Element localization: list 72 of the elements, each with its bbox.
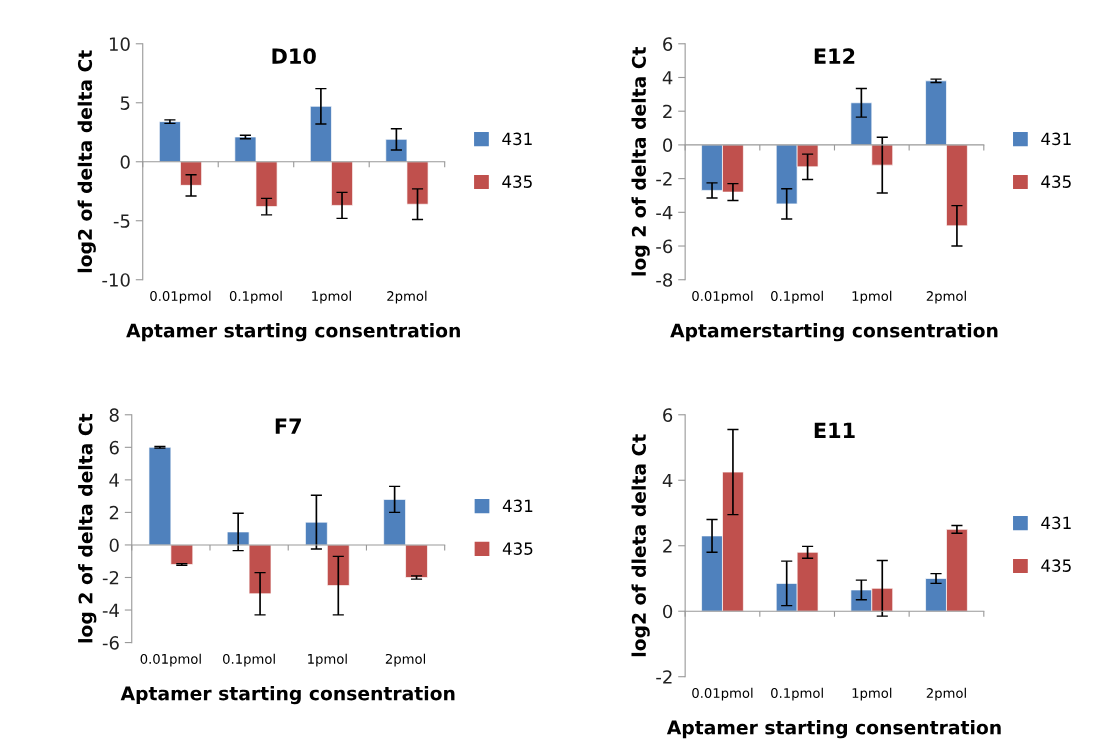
chart-title: E11 bbox=[814, 422, 855, 438]
bar bbox=[148, 446, 172, 546]
y-axis-title: log2 of dleta delta Ct bbox=[631, 434, 650, 657]
x-axis-title: Aptamer starting consentration bbox=[126, 323, 460, 342]
x-tick-label: 0.1pmol bbox=[771, 687, 823, 701]
x-tick-label: 0.1pmol bbox=[229, 290, 282, 304]
x-axis-title: Aptamerstarting consentration bbox=[670, 323, 998, 342]
x-tick-label: 1pmol bbox=[852, 290, 892, 304]
legend-label: 435 bbox=[1041, 559, 1071, 572]
y-tick-label: 2 bbox=[109, 505, 119, 520]
bar bbox=[925, 80, 947, 146]
y-tick-label: -2 bbox=[656, 670, 672, 684]
x-axis-title: Aptamer starting consentration bbox=[120, 685, 455, 705]
y-axis-title: log 2 of delta delta Ct bbox=[78, 413, 97, 643]
x-tick-label: 0.01pmol bbox=[692, 290, 753, 304]
chart-title: D10 bbox=[272, 48, 316, 65]
bar bbox=[383, 499, 406, 546]
y-tick-label: -6 bbox=[102, 636, 119, 650]
x-tick-label: 1pmol bbox=[312, 290, 351, 304]
bar bbox=[248, 544, 272, 595]
legend-label: 431 bbox=[502, 132, 532, 146]
y-tick-label: 0 bbox=[663, 604, 673, 619]
legend-label: 431 bbox=[502, 499, 533, 513]
x-tick-label: 2pmol bbox=[926, 687, 966, 701]
y-tick-label: 4 bbox=[662, 71, 673, 85]
y-tick-label: -2 bbox=[102, 570, 119, 585]
x-tick-label: 0.1pmol bbox=[223, 653, 275, 667]
y-tick-label: 6 bbox=[663, 37, 673, 51]
y-tick-label: 10 bbox=[109, 37, 130, 51]
y-tick-label: -8 bbox=[656, 273, 673, 287]
x-axis-title: Aptamer starting consentration bbox=[666, 720, 1001, 739]
y-tick-label: -5 bbox=[113, 214, 130, 228]
x-tick-label: 0.01pmol bbox=[140, 653, 201, 667]
y-tick-label: 0 bbox=[120, 155, 130, 169]
y-tick-label: 8 bbox=[109, 408, 119, 422]
legend-label: 435 bbox=[502, 542, 533, 555]
legend-label: 431 bbox=[1041, 132, 1071, 146]
y-tick-label: 0 bbox=[109, 538, 119, 553]
x-tick-label: 2pmol bbox=[385, 653, 426, 667]
y-tick-label: -10 bbox=[102, 273, 130, 287]
x-tick-label: 1pmol bbox=[308, 653, 347, 667]
x-tick-label: 0.01pmol bbox=[150, 290, 211, 304]
bar bbox=[326, 544, 350, 586]
y-tick-label: -6 bbox=[656, 239, 673, 254]
bar bbox=[305, 521, 328, 546]
y-tick-label: 2 bbox=[663, 104, 672, 119]
bar bbox=[405, 544, 428, 578]
legend-label: 435 bbox=[502, 175, 532, 188]
legend-label: 431 bbox=[1041, 516, 1071, 530]
y-axis-title: log2 of delta delta Ct bbox=[77, 50, 96, 273]
y-tick-label: 2 bbox=[663, 539, 672, 553]
y-axis-title: log 2 of delta delta Ct bbox=[631, 46, 650, 276]
x-tick-label: 0.1pmol bbox=[771, 290, 823, 304]
bar bbox=[946, 144, 968, 227]
y-tick-label: 5 bbox=[120, 96, 130, 110]
x-tick-label: 2pmol bbox=[387, 290, 427, 304]
chart-title: F7 bbox=[275, 418, 301, 434]
y-tick-label: 6 bbox=[109, 440, 119, 455]
y-tick-label: 4 bbox=[109, 473, 119, 487]
x-tick-label: 0.01pmol bbox=[692, 687, 753, 701]
y-tick-label: 4 bbox=[662, 473, 673, 488]
x-tick-label: 2pmol bbox=[926, 290, 966, 304]
legend-label: 435 bbox=[1041, 175, 1071, 188]
bar bbox=[850, 102, 873, 146]
y-tick-label: 6 bbox=[663, 408, 673, 422]
y-tick-label: 0 bbox=[663, 138, 673, 153]
bar bbox=[170, 544, 194, 565]
y-tick-label: -2 bbox=[656, 172, 672, 186]
chart-title: E12 bbox=[814, 48, 855, 64]
y-tick-label: -4 bbox=[656, 206, 673, 220]
x-tick-label: 1pmol bbox=[852, 687, 892, 701]
y-tick-label: -4 bbox=[102, 603, 119, 617]
